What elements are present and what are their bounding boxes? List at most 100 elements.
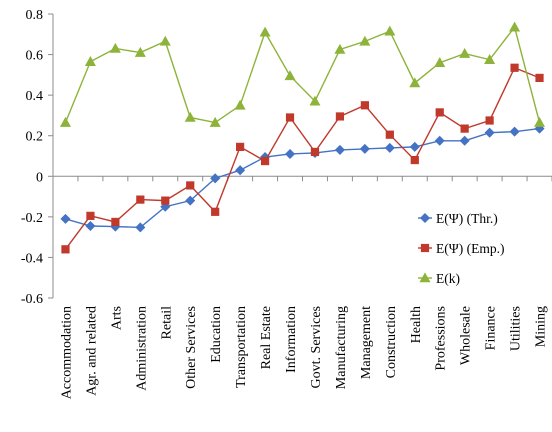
data-point <box>285 113 295 122</box>
data-point <box>434 57 446 67</box>
axes: -0.6 -0.4 -0.2 0 0.2 0.4 0.6 0.8 Accommodation Ag… <box>21 8 552 399</box>
series-group <box>61 63 544 254</box>
x-tick-label: Professions <box>434 306 449 371</box>
data-point <box>334 144 345 155</box>
data-point <box>534 116 546 127</box>
data-point <box>184 111 196 122</box>
y-tick-label: 0.2 <box>26 130 44 145</box>
x-tick-label: Health <box>409 306 424 343</box>
data-point <box>111 217 120 227</box>
x-tick-label: Real Estate <box>259 306 274 369</box>
data-point <box>211 207 220 216</box>
data-point <box>234 99 246 110</box>
data-point <box>410 155 419 165</box>
data-point <box>236 142 245 151</box>
y-tick-label: -0.4 <box>21 251 43 266</box>
x-tick-label: Construction <box>384 306 399 378</box>
data-point <box>84 56 96 66</box>
x-tick-label: Education <box>209 306 224 363</box>
data-point <box>185 195 196 206</box>
data-point <box>159 35 171 46</box>
x-tick-label: Accommodation <box>59 306 74 399</box>
data-point <box>235 165 246 176</box>
x-tick-label: Wholesale <box>459 306 474 365</box>
data-point <box>109 42 121 53</box>
x-tick-label: Arts <box>109 306 124 330</box>
data-point <box>384 142 395 153</box>
data-point <box>484 54 496 64</box>
data-point <box>459 135 470 146</box>
x-tick-label: Retail <box>159 306 174 340</box>
data-point <box>460 124 469 133</box>
data-point <box>409 77 421 88</box>
data-point <box>384 25 396 36</box>
legend-label: E(k) <box>436 271 460 286</box>
data-point <box>419 212 431 224</box>
y-tick-label: -0.2 <box>21 211 43 226</box>
x-tick-label: Administration <box>134 306 149 391</box>
series-group <box>60 123 545 233</box>
data-point <box>510 63 519 72</box>
y-tick-label: -0.6 <box>21 292 43 307</box>
x-tick-label: Finance <box>484 306 499 350</box>
data-point <box>359 143 370 154</box>
data-point <box>420 243 430 253</box>
data-point <box>409 141 420 152</box>
data-point <box>485 116 494 125</box>
series-layer <box>59 21 546 254</box>
x-tick-label: Transportation <box>234 306 249 388</box>
legend-entry: E(Ψ) (Emp.) <box>418 241 504 256</box>
series-line <box>64 66 540 250</box>
data-point <box>59 116 71 127</box>
series-group <box>59 21 546 127</box>
data-point <box>385 130 394 139</box>
x-tick-label: Utilities <box>509 306 524 351</box>
x-tick-label: Other Services <box>184 306 199 389</box>
x-tick-label: Manufacturing <box>334 306 349 389</box>
data-point <box>419 272 431 283</box>
y-tick-label: 0.6 <box>26 49 44 64</box>
data-point <box>309 95 321 106</box>
x-tick-label: Govt. Services <box>309 306 324 388</box>
data-point <box>335 112 345 121</box>
x-tick-label: Management <box>359 306 374 379</box>
legend-entry: E(Ψ) (Thr.) <box>418 211 498 226</box>
data-point <box>86 211 95 220</box>
data-point <box>134 46 146 57</box>
x-tick-label: Agr. and related <box>84 306 99 396</box>
data-point <box>260 156 270 166</box>
data-point <box>535 73 544 82</box>
x-tick-label: Information <box>284 306 299 373</box>
data-point <box>509 126 520 137</box>
data-point <box>484 127 495 138</box>
data-point <box>359 35 371 46</box>
y-tick-label: 0.8 <box>26 8 44 23</box>
data-point <box>334 43 346 54</box>
data-point <box>161 196 170 205</box>
data-point <box>60 213 71 224</box>
legend-label: E(Ψ) (Thr.) <box>436 211 498 226</box>
data-point <box>509 21 521 32</box>
data-point <box>209 116 221 127</box>
data-point <box>434 135 445 146</box>
x-tick-label: Mining <box>534 306 549 347</box>
data-point <box>310 147 320 157</box>
data-point <box>186 181 195 190</box>
data-point <box>459 47 471 58</box>
data-point <box>210 173 221 184</box>
data-point <box>61 245 70 254</box>
data-point <box>284 70 296 81</box>
data-point <box>85 220 96 232</box>
series-line <box>64 25 541 124</box>
data-point <box>285 148 296 159</box>
data-point <box>259 26 271 37</box>
legend-label: E(Ψ) (Emp.) <box>436 241 504 256</box>
y-tick-label: 0 <box>36 170 43 185</box>
legend: E(Ψ) (Thr.) E(Ψ) (Emp.) E(k) <box>418 211 504 286</box>
data-point <box>136 195 145 204</box>
y-tick-label: 0.4 <box>26 89 44 104</box>
data-point <box>360 101 369 110</box>
data-point <box>135 222 146 233</box>
